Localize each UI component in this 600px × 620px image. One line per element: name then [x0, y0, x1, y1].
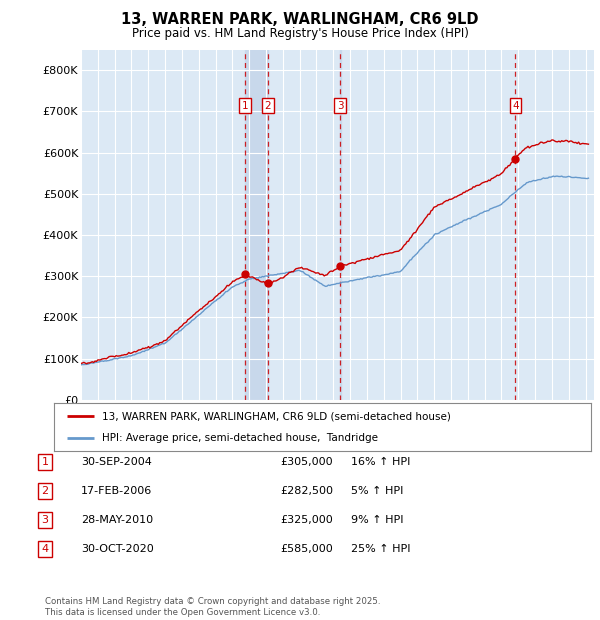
- Bar: [245, 50, 268, 400]
- Text: £305,000: £305,000: [280, 457, 333, 467]
- Text: 30-SEP-2004: 30-SEP-2004: [81, 457, 152, 467]
- Text: £585,000: £585,000: [280, 544, 333, 554]
- Bar: [340, 50, 341, 400]
- Text: 1: 1: [41, 457, 49, 467]
- Text: 3: 3: [337, 100, 344, 110]
- Text: 9% ↑ HPI: 9% ↑ HPI: [351, 515, 404, 525]
- Text: Price paid vs. HM Land Registry's House Price Index (HPI): Price paid vs. HM Land Registry's House …: [131, 27, 469, 40]
- Text: Contains HM Land Registry data © Crown copyright and database right 2025.
This d: Contains HM Land Registry data © Crown c…: [45, 598, 380, 617]
- Text: 5% ↑ HPI: 5% ↑ HPI: [351, 486, 403, 496]
- Text: 4: 4: [512, 100, 519, 110]
- Text: HPI: Average price, semi-detached house,  Tandridge: HPI: Average price, semi-detached house,…: [103, 433, 379, 443]
- Text: 13, WARREN PARK, WARLINGHAM, CR6 9LD (semi-detached house): 13, WARREN PARK, WARLINGHAM, CR6 9LD (se…: [103, 411, 451, 421]
- Text: 2: 2: [265, 100, 271, 110]
- Text: 17-FEB-2006: 17-FEB-2006: [81, 486, 152, 496]
- Text: 13, WARREN PARK, WARLINGHAM, CR6 9LD: 13, WARREN PARK, WARLINGHAM, CR6 9LD: [121, 12, 479, 27]
- Text: £282,500: £282,500: [280, 486, 333, 496]
- Text: 4: 4: [41, 544, 49, 554]
- Text: 30-OCT-2020: 30-OCT-2020: [81, 544, 154, 554]
- Text: £325,000: £325,000: [280, 515, 333, 525]
- Text: 3: 3: [41, 515, 49, 525]
- Text: 28-MAY-2010: 28-MAY-2010: [81, 515, 153, 525]
- Text: 16% ↑ HPI: 16% ↑ HPI: [351, 457, 410, 467]
- Text: 1: 1: [242, 100, 248, 110]
- Text: 2: 2: [41, 486, 49, 496]
- Text: 25% ↑ HPI: 25% ↑ HPI: [351, 544, 410, 554]
